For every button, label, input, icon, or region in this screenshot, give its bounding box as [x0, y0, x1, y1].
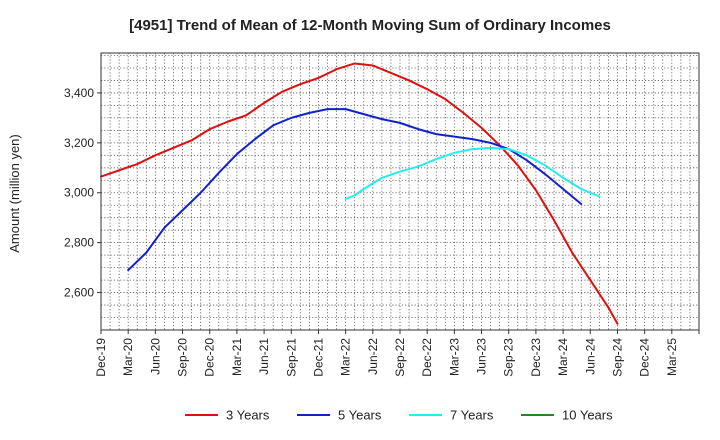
- x-tick-label: Sep-21: [284, 338, 298, 377]
- x-tick-label: Jun-24: [583, 338, 597, 375]
- x-tick-label: Jun-23: [475, 338, 489, 375]
- series-line-7-years: [344, 146, 601, 200]
- legend-label: 10 Years: [562, 408, 613, 423]
- y-tick-label: 2,800: [64, 236, 94, 250]
- x-tick-label: Dec-23: [529, 338, 543, 377]
- x-tick-label: Sep-20: [176, 338, 190, 377]
- x-tick-label: Mar-21: [230, 338, 244, 376]
- x-tick-label: Mar-22: [339, 338, 353, 376]
- x-tick-label: Mar-25: [665, 338, 679, 376]
- x-tick-label: Jun-21: [257, 338, 271, 375]
- y-tick-label: 3,200: [64, 136, 94, 150]
- legend-label: 7 Years: [450, 408, 494, 423]
- legend-label: 5 Years: [338, 408, 382, 423]
- x-tick-label: Sep-23: [502, 338, 516, 377]
- legend-label: 3 Years: [226, 408, 270, 423]
- x-tick-label: Mar-20: [121, 338, 135, 376]
- legend: 3 Years 5 Years 7 Years 10 Years: [185, 408, 613, 423]
- x-tick-label: Dec-21: [311, 338, 325, 377]
- x-tick-label: Dec-24: [638, 338, 652, 377]
- y-axis-label: Amount (million yen): [7, 134, 22, 253]
- y-tick-label: 2,600: [64, 286, 94, 300]
- grid: [101, 53, 699, 330]
- x-tick-label: Dec-22: [420, 338, 434, 377]
- x-tick-label: Jun-22: [366, 338, 380, 375]
- x-tick-label: Jun-20: [148, 338, 162, 375]
- y-tick-label: 3,000: [64, 186, 94, 200]
- axes: 2,600 2,800 3,000 3,200 3,400 Dec-19 Mar-20 Jun…: [7, 52, 700, 377]
- x-tick-label: Dec-19: [94, 338, 108, 377]
- series-layer: [100, 62, 619, 325]
- x-tick-label: Mar-23: [447, 338, 461, 376]
- x-tick-label: Sep-22: [393, 338, 407, 377]
- chart-title: [4951] Trend of Mean of 12-Month Moving …: [129, 17, 611, 34]
- x-tick-label: Dec-20: [203, 338, 217, 377]
- series-line-3-years: [100, 62, 619, 325]
- x-tick-label: Mar-24: [556, 338, 570, 376]
- y-tick-label: 3,400: [64, 86, 94, 100]
- x-tick-label: Sep-24: [610, 338, 624, 377]
